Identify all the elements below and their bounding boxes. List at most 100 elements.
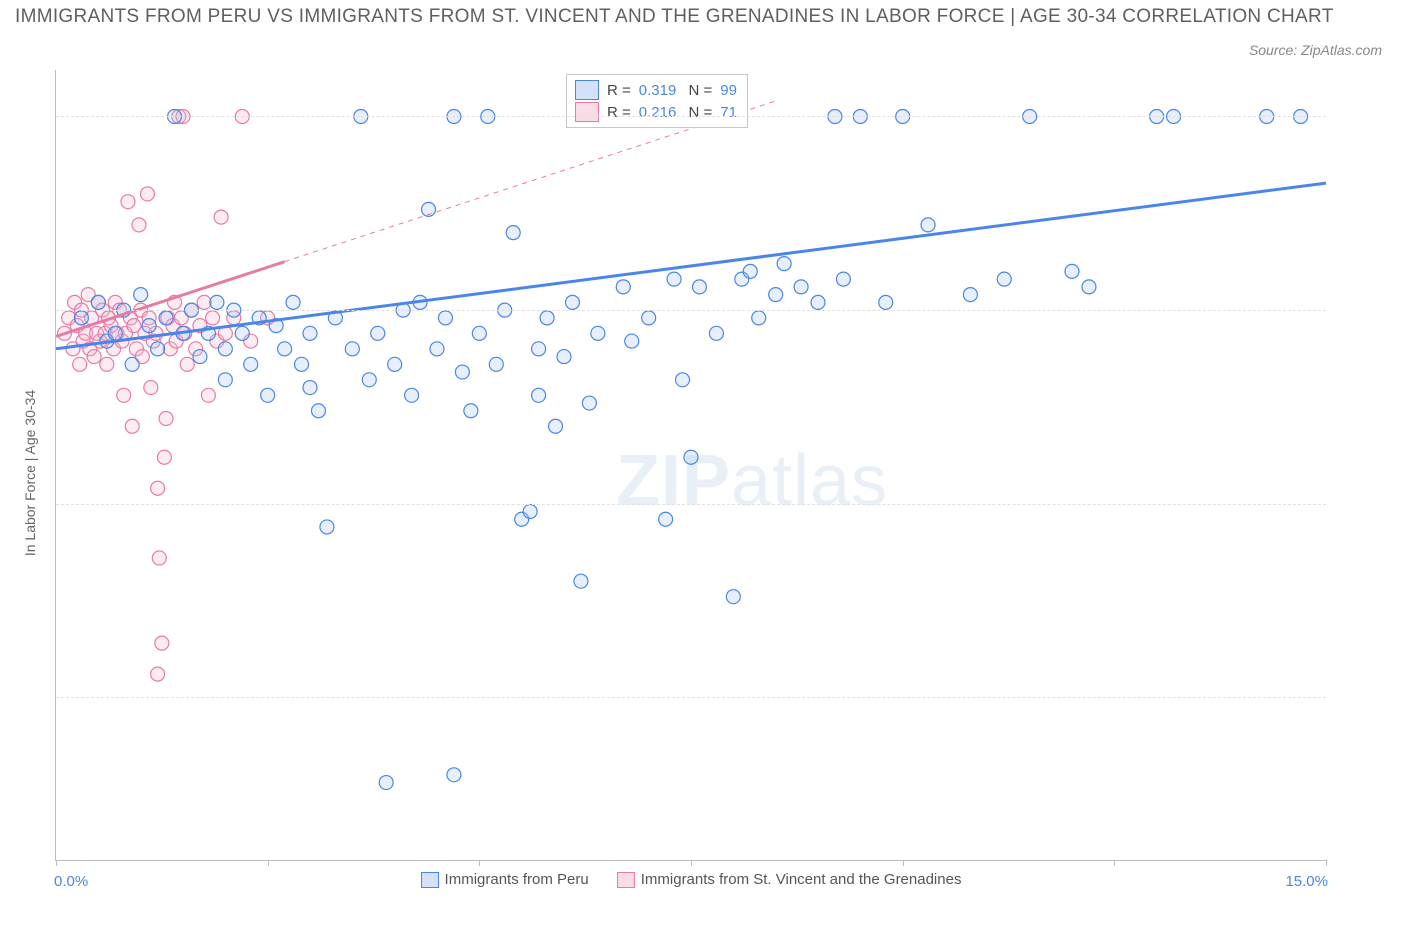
scatter-point [152, 551, 166, 565]
scatter-point [540, 311, 554, 325]
gridline [56, 116, 1326, 117]
scatter-point [193, 350, 207, 364]
y-axis-label-wrap: In Labor Force | Age 30-34 [20, 70, 40, 860]
scatter-point [134, 288, 148, 302]
scatter-point [532, 388, 546, 402]
legend-stats-row-peru: R = 0.319 N = 99 [575, 79, 737, 101]
scatter-point [121, 195, 135, 209]
scatter-point [532, 342, 546, 356]
legend-stats-row-svg: R = 0.216 N = 71 [575, 101, 737, 123]
x-tick [903, 860, 904, 866]
scatter-point [235, 326, 249, 340]
legend-swatch-peru [421, 872, 439, 888]
scatter-point [286, 295, 300, 309]
scatter-point [447, 768, 461, 782]
scatter-point [405, 388, 419, 402]
trend-line [56, 183, 1326, 349]
x-tick [1326, 860, 1327, 866]
scatter-point [159, 311, 173, 325]
scatter-point [379, 776, 393, 790]
chart-title: IMMIGRANTS FROM PERU VS IMMIGRANTS FROM … [15, 6, 1391, 28]
scatter-point [565, 295, 579, 309]
gridline [56, 697, 1326, 698]
scatter-point [132, 218, 146, 232]
scatter-point [155, 636, 169, 650]
scatter-point [438, 311, 452, 325]
scatter-point [144, 381, 158, 395]
gridline [56, 504, 1326, 505]
scatter-point [201, 388, 215, 402]
scatter-point [506, 226, 520, 240]
scatter-point [159, 412, 173, 426]
x-min-label: 0.0% [54, 873, 88, 890]
scatter-point [794, 280, 808, 294]
scatter-point [430, 342, 444, 356]
scatter-point [709, 326, 723, 340]
scatter-point [625, 334, 639, 348]
scatter-point [295, 357, 309, 371]
scatter-point [997, 272, 1011, 286]
legend-item-peru: Immigrants from Peru [421, 871, 589, 888]
scatter-point [963, 288, 977, 302]
scatter-point [777, 257, 791, 271]
scatter-point [151, 481, 165, 495]
scatter-point [769, 288, 783, 302]
scatter-point [151, 667, 165, 681]
x-tick [1114, 860, 1115, 866]
x-tick [479, 860, 480, 866]
scatter-point [214, 210, 228, 224]
scatter-point [684, 450, 698, 464]
y-axis-label: In Labor Force | Age 30-34 [22, 363, 38, 583]
scatter-point [117, 388, 131, 402]
scatter-point [489, 357, 503, 371]
scatter-point [836, 272, 850, 286]
scatter-point [574, 574, 588, 588]
scatter-point [218, 342, 232, 356]
x-tick [268, 860, 269, 866]
scatter-point [91, 295, 105, 309]
scatter-point [582, 396, 596, 410]
scatter-point [642, 311, 656, 325]
scatter-point [362, 373, 376, 387]
scatter-point [142, 319, 156, 333]
scatter-point [591, 326, 605, 340]
scatter-point [921, 218, 935, 232]
scatter-point [879, 295, 893, 309]
scatter-point [197, 295, 211, 309]
scatter-point [371, 326, 385, 340]
scatter-point [464, 404, 478, 418]
scatter-point [261, 388, 275, 402]
scatter-point [303, 381, 317, 395]
scatter-point [616, 280, 630, 294]
scatter-point [140, 187, 154, 201]
scatter-point [726, 590, 740, 604]
scatter-point [125, 419, 139, 433]
scatter-point [74, 311, 88, 325]
scatter-point [692, 280, 706, 294]
scatter-point [472, 326, 486, 340]
scatter-point [345, 342, 359, 356]
gridline [56, 310, 1326, 311]
scatter-point [743, 264, 757, 278]
chart-source: Source: ZipAtlas.com [1249, 42, 1382, 58]
scatter-point [752, 311, 766, 325]
scatter-point [1065, 264, 1079, 278]
scatter-point [311, 404, 325, 418]
legend-stats: R = 0.319 N = 99 R = 0.216 N = 71 [566, 74, 748, 128]
scatter-point [455, 365, 469, 379]
scatter-point [218, 373, 232, 387]
scatter-point [210, 295, 224, 309]
x-max-label: 15.0% [1285, 873, 1328, 890]
scatter-point [100, 357, 114, 371]
scatter-point [108, 326, 122, 340]
scatter-point [157, 450, 171, 464]
scatter-point [523, 504, 537, 518]
legend-item-svg: Immigrants from St. Vincent and the Gren… [617, 871, 962, 888]
scatter-point [659, 512, 673, 526]
scatter-point [73, 357, 87, 371]
scatter-point [811, 295, 825, 309]
swatch-peru [575, 80, 599, 100]
legend-bottom: Immigrants from Peru Immigrants from St.… [56, 871, 1326, 888]
scatter-point [1082, 280, 1096, 294]
scatter-point [557, 350, 571, 364]
